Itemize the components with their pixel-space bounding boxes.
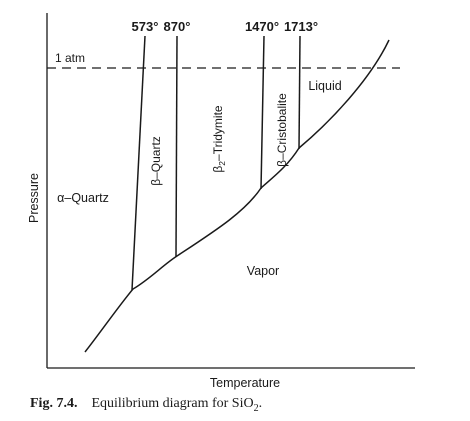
boundary-1713 — [298, 35, 301, 150]
tridymite-beta: β — [211, 166, 225, 173]
one-atm-label: 1 atm — [55, 51, 85, 65]
region-alpha-quartz: α–Quartz — [57, 191, 109, 205]
caption-text: Equilibrium diagram for SiO — [91, 396, 254, 411]
region-beta-quartz: β–Quartz — [149, 136, 163, 186]
temp-label-573: 573° — [132, 19, 159, 34]
y-axis-label: Pressure — [27, 173, 41, 223]
tridymite-name: –Tridymite — [211, 105, 225, 161]
figure-number: Fig. 7.4. — [30, 396, 78, 411]
temp-label-870: 870° — [164, 19, 191, 34]
boundary-573 — [131, 35, 146, 291]
region-beta-cristobalite: β–Cristobalite — [275, 93, 289, 167]
caption-period: . — [258, 396, 263, 411]
x-axis-label: Temperature — [210, 376, 280, 390]
temp-label-1470: 1470° — [245, 19, 279, 34]
region-liquid: Liquid — [308, 79, 341, 93]
region-vapor: Vapor — [247, 264, 279, 278]
boundary-1470 — [260, 35, 265, 190]
figure-caption: Fig. 7.4. Equilibrium diagram for SiO2. — [30, 396, 262, 414]
region-beta2-tridymite: β2–Tridymite — [211, 105, 227, 173]
caption-subscript: 2 — [253, 402, 259, 414]
vapor-boundary-curve — [84, 39, 390, 353]
temp-label-1713: 1713° — [284, 19, 318, 34]
boundary-870 — [175, 35, 178, 258]
tridymite-subscript: 2 — [217, 161, 227, 166]
